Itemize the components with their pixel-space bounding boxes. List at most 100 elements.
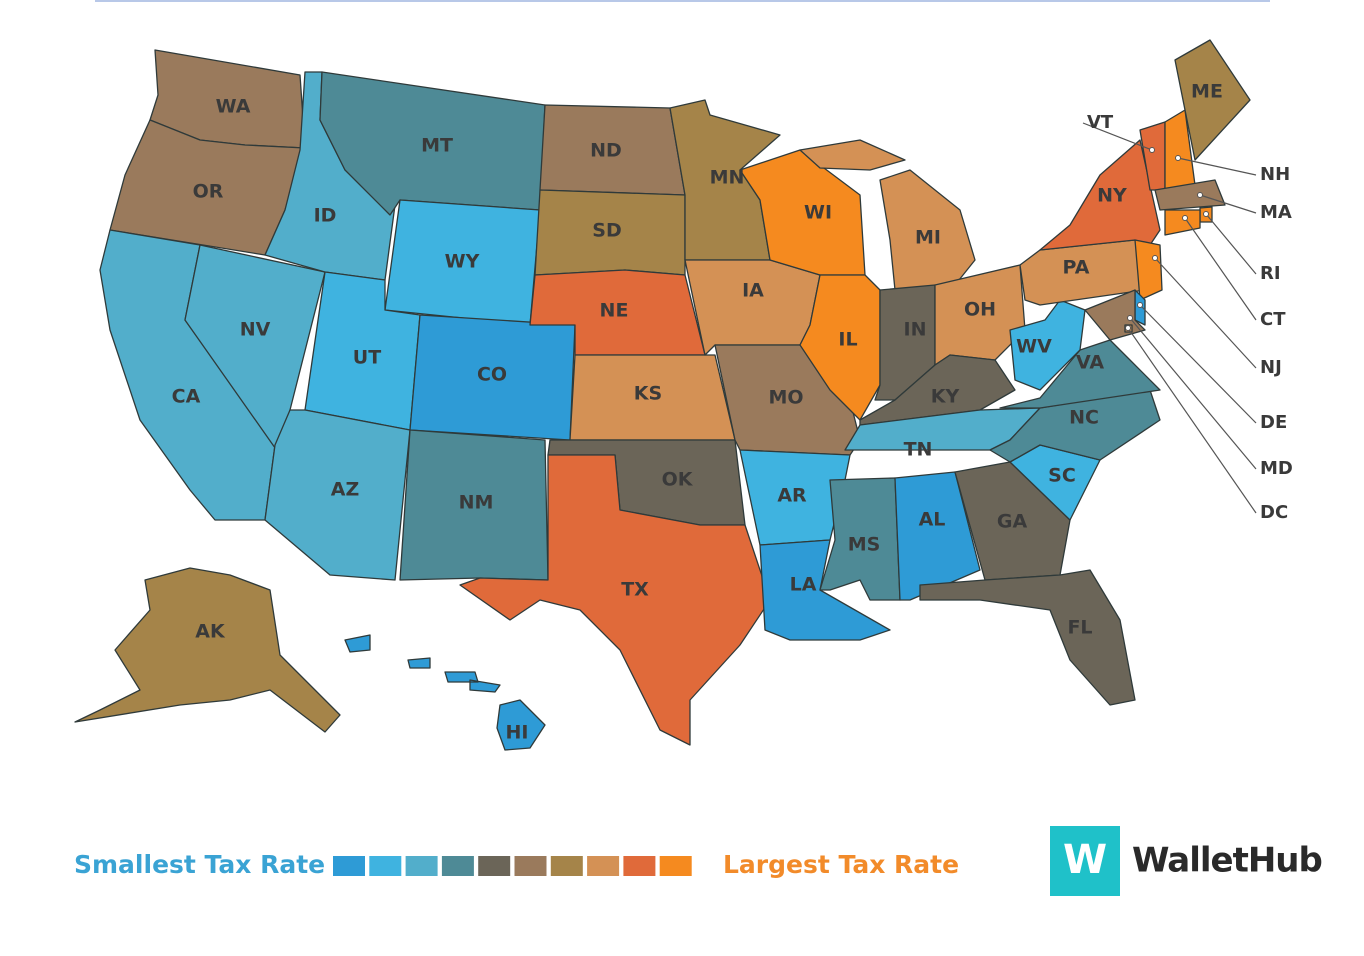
state: [919, 569, 1136, 706]
state: [1164, 209, 1201, 236]
state-label: UT: [353, 347, 381, 369]
callout-dot: [1182, 215, 1188, 221]
state: [1009, 299, 1086, 391]
state-label: MT: [421, 135, 453, 157]
legend-low-label: Smallest Tax Rate: [74, 850, 325, 879]
state-label: VA: [1076, 352, 1104, 374]
legend-swatch: [405, 856, 438, 876]
logo-name: WalletHub: [1132, 841, 1322, 881]
state-label: GA: [997, 511, 1028, 533]
state-label: HI: [506, 722, 529, 744]
state-label: ME: [1191, 81, 1223, 103]
callout-line: [1139, 304, 1257, 424]
state-label: MO: [768, 387, 803, 409]
state-label: ID: [314, 205, 337, 227]
state-label: CA: [172, 386, 201, 408]
state-label: OK: [662, 469, 694, 491]
state-label: TX: [621, 579, 649, 601]
state-label: WA: [216, 96, 251, 118]
state-label: MI: [915, 227, 941, 249]
state-label: AZ: [331, 479, 359, 501]
state-label: VT: [1087, 112, 1114, 133]
callout-line: [1154, 257, 1257, 369]
state: [954, 461, 1071, 581]
state-label: LA: [790, 574, 817, 596]
state-label: OH: [964, 299, 996, 321]
state-label: CO: [477, 364, 507, 386]
state-label: MA: [1260, 202, 1292, 223]
callout-dot: [1127, 315, 1133, 321]
callout-line: [1082, 122, 1153, 151]
callout-line: [1177, 157, 1257, 176]
state-label: MN: [710, 167, 745, 189]
callout-dot: [1125, 325, 1131, 331]
callout-dot: [1152, 255, 1158, 261]
state-label: PA: [1063, 257, 1090, 279]
state-label: DE: [1260, 412, 1287, 433]
state: [999, 339, 1161, 409]
state-label: NH: [1260, 164, 1290, 185]
legend-swatch: [369, 856, 402, 876]
state: [264, 409, 411, 581]
state-label: KS: [634, 383, 662, 405]
state-label: ND: [590, 140, 622, 162]
state: [74, 567, 341, 733]
callout-dot: [1203, 211, 1209, 217]
state: [1174, 39, 1251, 161]
legend-swatch: [623, 856, 656, 876]
legend-high-label: Largest Tax Rate: [723, 850, 959, 879]
state-label: WY: [445, 251, 480, 273]
state-label: NV: [240, 319, 271, 341]
legend-swatch: [333, 856, 365, 876]
state: [1134, 239, 1163, 301]
state: [759, 539, 891, 641]
state: [799, 139, 976, 291]
state: [684, 259, 821, 356]
state-label: FL: [1067, 617, 1092, 639]
state-label: MS: [848, 534, 881, 556]
state: [344, 634, 546, 751]
legend-swatch: [514, 856, 547, 876]
callout-line: [1184, 217, 1257, 321]
callout-dot: [1175, 155, 1181, 161]
state-label: RI: [1260, 263, 1281, 284]
callout-line: [1129, 317, 1257, 470]
state-label: NE: [600, 300, 629, 322]
map-labels: WA OR CA NV ID MT WY UT AZ CO NM ND SD NE KS OK TX MN IA MO…: [172, 81, 1293, 744]
state: [459, 454, 771, 746]
state-label: IN: [904, 319, 927, 341]
legend-swatch: [659, 856, 692, 876]
callout-line: [1199, 194, 1257, 214]
state-label: TN: [904, 439, 933, 461]
state-label: NJ: [1260, 357, 1282, 378]
state-label: MD: [1260, 458, 1293, 479]
state-label: IA: [742, 280, 764, 302]
state-label: OR: [193, 181, 224, 203]
state-label: IL: [838, 329, 857, 351]
state-label: WI: [804, 202, 832, 224]
state-label: NY: [1097, 185, 1127, 207]
state-label: NM: [459, 492, 494, 514]
state-label: SD: [592, 220, 621, 242]
callout-dot: [1149, 147, 1155, 153]
legend-swatch: [441, 856, 474, 876]
legend-swatch: [587, 856, 620, 876]
logo-box: [1050, 826, 1120, 896]
callout-dot: [1137, 302, 1143, 308]
callout-dot: [1197, 192, 1203, 198]
callout-line: [1127, 327, 1257, 514]
state-label: AK: [195, 621, 226, 643]
legend-swatch: [478, 856, 511, 876]
state-label: AR: [777, 485, 807, 507]
legend-scale: [333, 856, 692, 876]
callout-line: [1205, 213, 1257, 275]
map: [74, 39, 1251, 751]
state-label: CT: [1260, 309, 1286, 330]
state-label: WV: [1016, 336, 1052, 358]
state-label: KY: [931, 386, 960, 408]
state-label: SC: [1048, 465, 1076, 487]
logo-mark: W: [1063, 837, 1107, 883]
legend-swatch: [550, 856, 583, 876]
state: [1154, 179, 1226, 211]
